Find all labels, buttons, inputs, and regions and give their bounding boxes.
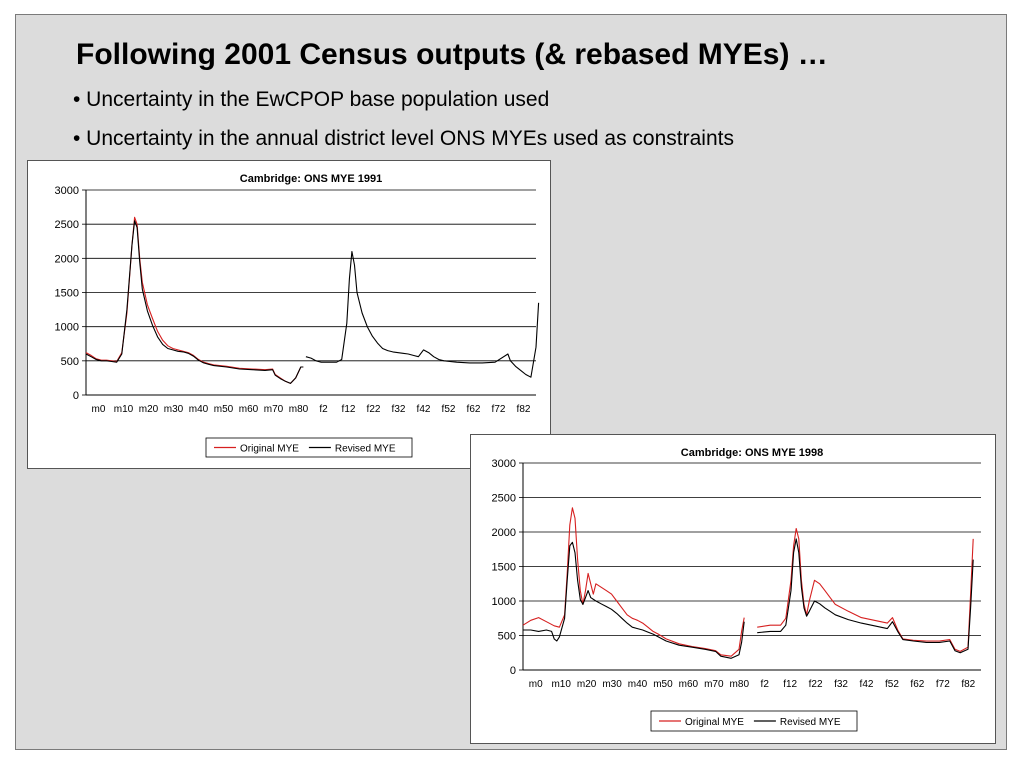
x-tick-label: m20 <box>577 679 597 690</box>
x-tick-label: f22 <box>809 679 823 690</box>
x-tick-label: f12 <box>783 679 797 690</box>
y-tick-label: 3000 <box>492 458 516 470</box>
x-tick-label: f32 <box>392 404 406 415</box>
y-tick-label: 2500 <box>55 219 79 231</box>
y-tick-label: 2000 <box>55 253 79 265</box>
x-tick-label: f72 <box>936 679 950 690</box>
series-line-original <box>522 507 974 657</box>
x-tick-label: m50 <box>653 679 673 690</box>
legend-label: Revised MYE <box>335 444 396 455</box>
x-tick-label: m10 <box>114 404 134 415</box>
y-tick-label: 2500 <box>492 493 516 505</box>
x-tick-label: f2 <box>319 404 328 415</box>
y-tick-label: 1000 <box>492 596 516 608</box>
chart-1998: Cambridge: ONS MYE 1998 0 500 1000 1500 2000 2… <box>470 434 996 744</box>
x-tick-label: f62 <box>910 679 924 690</box>
chart-legend: Original MYE Revised MYE <box>650 710 858 732</box>
legend-label: Original MYE <box>685 717 744 728</box>
x-tick-label: m50 <box>214 404 234 415</box>
chart-title: Cambridge: ONS MYE 1998 <box>681 447 823 459</box>
x-tick-label: f72 <box>492 404 506 415</box>
x-tick-label: f82 <box>517 404 531 415</box>
chart-legend: Original MYE Revised MYE <box>205 437 413 458</box>
legend-label: Original MYE <box>240 444 299 455</box>
x-tick-label: f22 <box>367 404 381 415</box>
x-tick-label: m40 <box>189 404 209 415</box>
x-tick-label: m20 <box>139 404 159 415</box>
y-tick-label: 1000 <box>55 322 79 334</box>
series-line-revised <box>85 220 540 384</box>
slide-title: Following 2001 Census outputs (& rebased… <box>76 38 828 71</box>
x-tick-label: f82 <box>961 679 975 690</box>
x-tick-label: m30 <box>602 679 622 690</box>
y-tick-label: 500 <box>61 356 79 368</box>
x-tick-label: f32 <box>834 679 848 690</box>
bullet-point: • Uncertainty in the EwCPOP base populat… <box>73 88 550 111</box>
x-tick-label: f52 <box>442 404 456 415</box>
x-tick-label: f2 <box>761 679 770 690</box>
x-tick-label: f42 <box>860 679 874 690</box>
x-tick-label: f12 <box>342 404 356 415</box>
x-tick-label: f52 <box>885 679 899 690</box>
y-tick-label: 1500 <box>55 288 79 300</box>
x-tick-label: m80 <box>730 679 750 690</box>
x-tick-label: m60 <box>239 404 259 415</box>
x-tick-label: m10 <box>551 679 571 690</box>
chart-title: Cambridge: ONS MYE 1991 <box>240 173 382 185</box>
series-line-revised <box>523 538 974 659</box>
x-tick-label: f62 <box>467 404 481 415</box>
legend-label: Revised MYE <box>780 717 841 728</box>
y-tick-label: 2000 <box>492 527 516 539</box>
x-tick-label: m40 <box>628 679 648 690</box>
x-tick-label: m80 <box>289 404 309 415</box>
chart-svg: Cambridge: ONS MYE 1998 0 500 1000 1500 2000 2… <box>492 447 981 732</box>
x-tick-label: m70 <box>704 679 724 690</box>
y-tick-label: 0 <box>510 665 516 677</box>
chart-1991: Cambridge: ONS MYE 1991 0 500 1000 1500 2000 2… <box>27 160 551 469</box>
y-tick-label: 3000 <box>55 185 79 197</box>
x-tick-label: m30 <box>164 404 184 415</box>
bullet-point: • Uncertainty in the annual district lev… <box>73 127 734 150</box>
y-tick-label: 500 <box>498 631 516 643</box>
y-tick-label: 1500 <box>492 562 516 574</box>
x-tick-label: f42 <box>417 404 431 415</box>
chart-svg: Cambridge: ONS MYE 1991 0 500 1000 1500 2000 2… <box>55 173 540 458</box>
x-tick-label: m0 <box>529 679 543 690</box>
x-tick-label: m0 <box>92 404 106 415</box>
x-tick-label: m60 <box>679 679 699 690</box>
y-tick-label: 0 <box>73 390 79 402</box>
x-tick-label: m70 <box>264 404 284 415</box>
